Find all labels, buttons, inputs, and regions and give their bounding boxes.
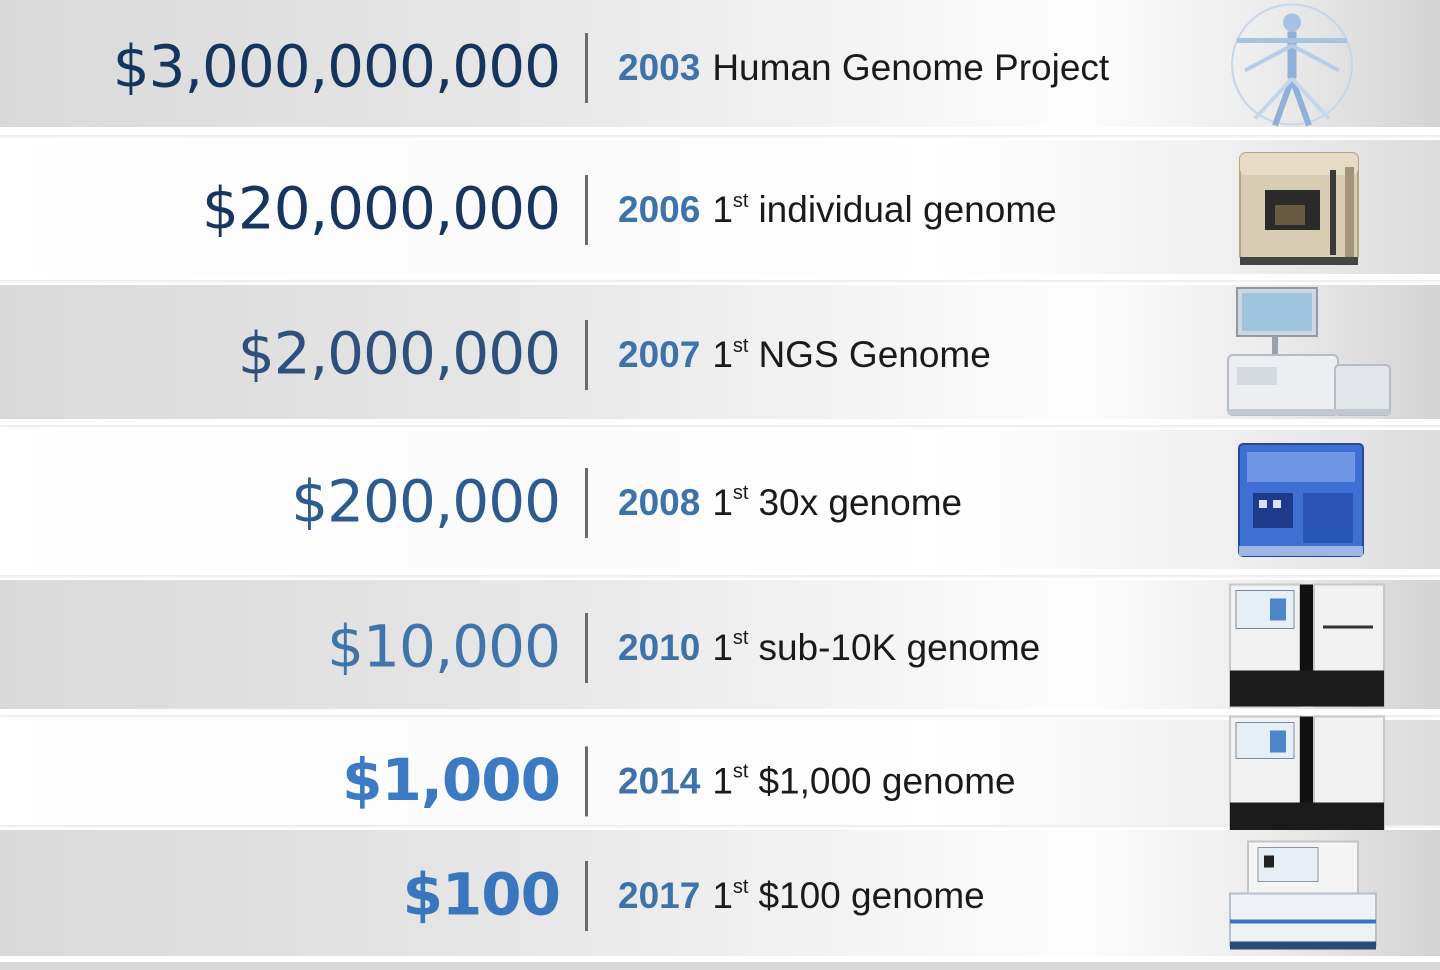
divider [585, 861, 588, 931]
vitruvian-man-icon [1225, 0, 1360, 135]
row-band [0, 285, 1440, 425]
divider [585, 175, 588, 245]
milestone-label: 30x genome [758, 481, 963, 523]
milestone-ordinal: 1 [712, 189, 733, 230]
milestone-ordinal: 1 [712, 759, 733, 801]
milestone-ordinal-suffix: st [732, 627, 749, 650]
ngs-sequencer-icon [1225, 285, 1395, 425]
cost-value: $200,000 [291, 467, 561, 536]
row-band [0, 720, 1440, 825]
row-band [0, 0, 1440, 135]
milestone-row-2007: $2,000,000 2007 1st NGS Genome [0, 285, 1440, 425]
milestone-ordinal-suffix: st [732, 482, 749, 505]
milestone-description: 2008 1st 30x genome [618, 482, 962, 524]
milestone-ordinal-suffix: st [732, 875, 749, 898]
milestone-ordinal-suffix: st [732, 189, 749, 212]
divider [585, 32, 588, 103]
milestone-ordinal-suffix: st [732, 334, 749, 357]
milestone-description: 2007 1st NGS Genome [618, 334, 991, 376]
milestone-year: 2010 [618, 626, 701, 668]
cost-value: $1,000 [342, 745, 561, 814]
cost-value: $20,000,000 [202, 174, 561, 243]
milestone-description: 2003 Human Genome Project [618, 47, 1109, 89]
milestone-label: NGS Genome [758, 334, 991, 375]
cost-value: $2,000,000 [237, 319, 561, 388]
divider [585, 467, 588, 538]
milestone-description: 2010 1st sub-10K genome [618, 627, 1040, 669]
milestone-label: sub-10K genome [758, 626, 1041, 668]
row-band [0, 430, 1440, 575]
bottom-border [0, 962, 1440, 970]
milestone-row-2008: $200,000 2008 1st 30x genome [0, 430, 1440, 575]
milestone-year: 2017 [618, 875, 701, 916]
milestone-label: $100 genome [758, 875, 985, 916]
milestone-ordinal: 1 [712, 875, 733, 916]
milestone-ordinal: 1 [712, 626, 733, 668]
milestone-year: 2007 [618, 334, 701, 375]
milestone-year: 2006 [618, 189, 701, 230]
milestone-row-2017: $100 2017 1st $100 genome [0, 830, 1440, 962]
milestone-ordinal-suffix: st [732, 760, 749, 783]
milestone-ordinal: 1 [712, 481, 733, 523]
row-band [0, 830, 1440, 962]
milestone-year: 2014 [618, 759, 701, 801]
milestone-year: 2008 [618, 481, 701, 523]
milestone-label: $1,000 genome [758, 759, 1016, 801]
hiseq-x-sequencer-icon [1228, 714, 1388, 844]
cost-value: $10,000 [327, 612, 561, 681]
milestone-row-2003: $3,000,000,000 2003 Human Genome Project [0, 0, 1440, 135]
milestone-row-2014: $1,000 2014 1st $1,000 genome [0, 715, 1440, 837]
milestone-description: 2017 1st $100 genome [618, 875, 985, 917]
milestone-label: Human Genome Project [712, 46, 1110, 88]
milestone-description: 2014 1st $1,000 genome [618, 760, 1016, 802]
divider [585, 320, 588, 390]
row-band [0, 140, 1440, 280]
hiseq-sequencer-icon [1228, 580, 1388, 715]
divider [585, 612, 588, 683]
milestone-row-2006: $20,000,000 2006 1st individual genome [0, 140, 1440, 280]
blue-sequencer-icon [1235, 438, 1370, 568]
cost-value: $100 [402, 860, 561, 929]
divider [585, 745, 588, 816]
milestone-row-2010: $10,000 2010 1st sub-10K genome [0, 580, 1440, 715]
row-band [0, 580, 1440, 715]
milestone-year: 2003 [618, 46, 701, 88]
sequencer-instrument-icon [1235, 145, 1370, 275]
cost-value: $3,000,000,000 [112, 32, 561, 101]
milestone-ordinal: 1 [712, 334, 733, 375]
novaseq-sequencer-icon [1228, 834, 1378, 959]
milestone-label: individual genome [758, 189, 1057, 230]
milestone-description: 2006 1st individual genome [618, 189, 1057, 231]
